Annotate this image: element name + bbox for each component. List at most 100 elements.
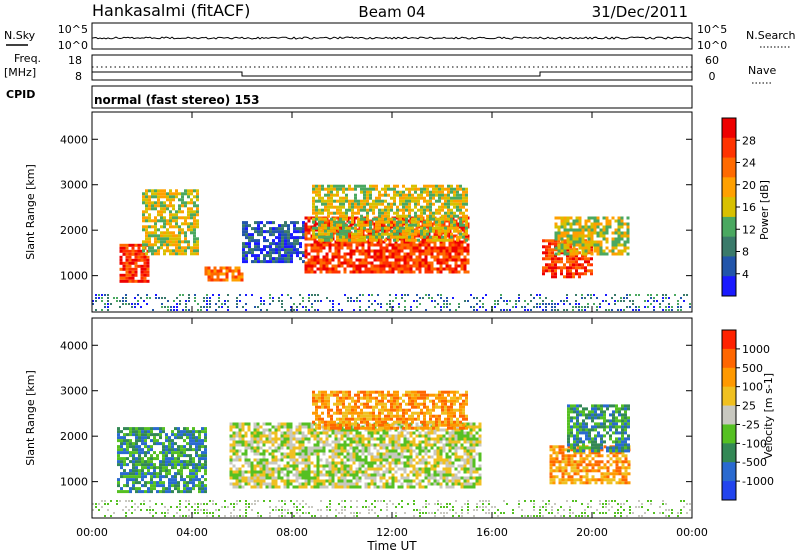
heatmap-cell xyxy=(482,303,484,305)
heatmap-cell xyxy=(120,475,123,479)
heatmap-cell xyxy=(187,210,190,214)
heatmap-cell xyxy=(143,261,147,265)
heatmap-cell xyxy=(324,217,327,221)
heatmap-cell xyxy=(181,222,184,226)
heatmap-cell xyxy=(453,199,456,203)
heatmap-cell xyxy=(328,240,332,244)
heatmap-cell xyxy=(626,216,630,220)
heatmap-cell xyxy=(120,430,123,434)
heatmap-cell xyxy=(141,475,144,479)
heatmap-cell xyxy=(391,255,395,259)
heatmap-cell xyxy=(153,463,156,467)
heatmap-cell xyxy=(415,452,419,456)
heatmap-cell xyxy=(289,449,293,453)
heatmap-cell xyxy=(575,263,578,267)
heatmap-cell xyxy=(322,464,326,468)
heatmap-cell xyxy=(151,219,154,223)
colorbar-tick-label: 4 xyxy=(742,268,749,281)
heatmap-cell xyxy=(313,443,317,447)
heatmap-cell xyxy=(135,430,138,434)
heatmap-cell xyxy=(122,276,126,280)
heatmap-cell xyxy=(229,458,233,462)
heatmap-cell xyxy=(384,220,387,224)
heatmap-cell xyxy=(420,205,423,209)
heatmap-cell xyxy=(340,458,344,462)
heatmap-cell xyxy=(349,485,353,489)
heatmap-cell xyxy=(137,300,139,302)
heatmap-cell xyxy=(207,272,211,276)
heatmap-cell xyxy=(424,458,428,462)
heatmap-cell xyxy=(333,217,336,221)
heatmap-cell xyxy=(405,199,408,203)
heatmap-cell xyxy=(445,464,449,468)
heatmap-cell xyxy=(156,484,159,488)
heatmap-cell xyxy=(358,270,362,274)
heatmap-cell xyxy=(409,449,413,453)
heatmap-cell xyxy=(146,261,150,265)
heatmap-cell xyxy=(157,234,160,238)
heatmap-cell xyxy=(367,261,371,265)
heatmap-cell xyxy=(459,205,462,209)
heatmap-cell xyxy=(260,230,263,234)
heatmap-cell xyxy=(175,240,178,244)
heatmap-cell xyxy=(367,482,371,486)
heatmap-cell xyxy=(156,472,159,476)
heatmap-cell xyxy=(307,258,311,262)
heatmap-cell xyxy=(328,246,332,250)
heatmap-cell xyxy=(141,451,144,455)
heatmap-cell xyxy=(421,264,425,268)
heatmap-cell xyxy=(316,446,320,450)
heatmap-cell xyxy=(135,427,138,431)
heatmap-cell xyxy=(216,269,220,273)
heatmap-cell xyxy=(575,228,579,232)
heatmap-cell xyxy=(369,193,372,197)
heatmap-cell xyxy=(448,449,452,453)
heatmap-cell xyxy=(375,238,378,242)
heatmap-cell xyxy=(343,440,347,444)
heatmap-cell xyxy=(262,431,266,435)
heatmap-cell xyxy=(357,184,360,188)
heatmap-cell xyxy=(403,464,407,468)
heatmap-cell xyxy=(420,229,423,233)
nave-label: Nave xyxy=(748,64,776,77)
heatmap-cell xyxy=(165,466,168,470)
heatmap-cell xyxy=(412,479,416,483)
heatmap-cell xyxy=(203,306,205,308)
heatmap-cell xyxy=(192,457,195,461)
heatmap-cell xyxy=(587,263,590,267)
heatmap-cell xyxy=(156,427,159,431)
heatmap-cell xyxy=(402,184,405,188)
heatmap-cell xyxy=(578,237,582,241)
heatmap-cell xyxy=(337,446,341,450)
heatmap-cell xyxy=(572,306,574,308)
heatmap-cell xyxy=(251,294,253,296)
heatmap-cell xyxy=(376,228,380,232)
heatmap-cell xyxy=(465,229,468,233)
heatmap-cell xyxy=(360,226,363,230)
heatmap-cell xyxy=(325,258,329,262)
heatmap-cell xyxy=(623,297,625,299)
heatmap-cell xyxy=(587,251,590,255)
heatmap-cell xyxy=(232,446,236,450)
heatmap-cell xyxy=(238,449,242,453)
heatmap-cell xyxy=(213,269,217,273)
heatmap-cell xyxy=(204,487,207,491)
heatmap-cell xyxy=(384,184,387,188)
heatmap-cell xyxy=(539,306,541,308)
heatmap-cell xyxy=(572,257,575,261)
heatmap-cell xyxy=(376,243,380,247)
heatmap-cell xyxy=(312,190,315,194)
heatmap-cell xyxy=(177,487,180,491)
heatmap-cell xyxy=(623,249,627,253)
heatmap-cell xyxy=(137,279,141,283)
heatmap-cell xyxy=(142,225,145,229)
heatmap-cell xyxy=(101,297,103,299)
heatmap-cell xyxy=(195,478,198,482)
heatmap-cell xyxy=(414,238,417,242)
heatmap-cell xyxy=(346,261,350,265)
heatmap-cell xyxy=(304,216,308,220)
heatmap-cell xyxy=(197,309,199,311)
heatmap-cell xyxy=(319,479,323,483)
heatmap-cell xyxy=(342,232,345,236)
heatmap-cell xyxy=(572,254,575,258)
